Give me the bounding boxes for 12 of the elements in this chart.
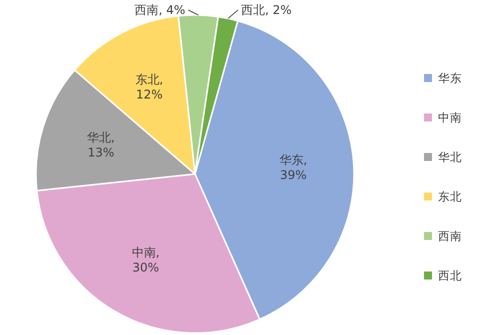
data-label: 西北, 2% bbox=[241, 3, 292, 17]
data-label: 华东, 39% bbox=[279, 152, 308, 182]
legend-label: 中南 bbox=[438, 110, 462, 124]
data-label: 西南, 4% bbox=[134, 3, 186, 17]
legend-label: 东北 bbox=[438, 190, 462, 204]
data-label: 中南, 30% bbox=[132, 245, 160, 274]
data-label: 华北, 13% bbox=[87, 130, 115, 160]
legend-label: 西南 bbox=[438, 229, 462, 243]
legend-label: 华东 bbox=[438, 71, 462, 85]
legend-label: 华北 bbox=[438, 150, 462, 164]
data-label: 东北, 12% bbox=[135, 72, 164, 102]
legend-label: 西北 bbox=[438, 268, 462, 282]
